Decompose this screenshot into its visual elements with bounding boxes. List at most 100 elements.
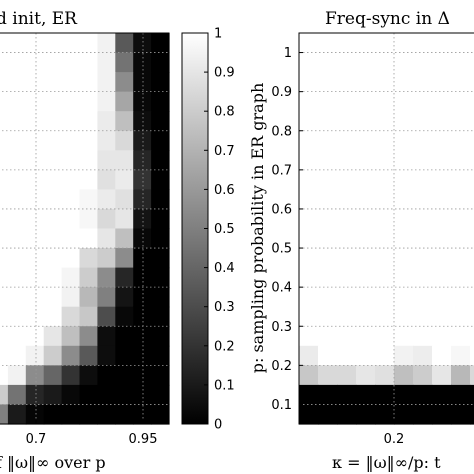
right-heatmap-cell bbox=[337, 208, 357, 230]
left-heatmap-cell bbox=[0, 345, 9, 366]
right-heatmap-cell bbox=[337, 287, 357, 308]
right-heatmap-cell bbox=[356, 306, 376, 327]
left-heatmap-cell bbox=[133, 169, 152, 190]
right-heatmap-cell bbox=[375, 72, 395, 93]
left-heatmap-cell bbox=[79, 384, 98, 406]
left-heatmap-cell bbox=[61, 404, 81, 425]
right-heatmap-cell bbox=[394, 228, 414, 249]
left-heatmap-cell bbox=[43, 248, 63, 269]
right-heatmap-cell bbox=[394, 404, 414, 425]
left-heatmap-cell bbox=[25, 384, 45, 406]
right-heatmap-cell bbox=[394, 111, 414, 132]
right-heatmap-cell bbox=[337, 267, 357, 288]
right-heatmap-cell bbox=[337, 189, 357, 210]
right-heatmap-cell bbox=[432, 72, 452, 93]
left-heatmap-cell bbox=[133, 287, 152, 308]
right-heatmap-cell bbox=[337, 404, 357, 425]
left-heatmap-cell bbox=[115, 287, 134, 308]
right-heatmap-cell bbox=[451, 287, 471, 308]
right-heatmap-cell bbox=[375, 228, 395, 249]
left-heatmap-cell bbox=[0, 72, 9, 93]
right-heatmap-cell bbox=[394, 365, 414, 386]
right-heatmap-cell bbox=[356, 150, 376, 171]
left-heatmap-cell bbox=[97, 189, 116, 210]
right-heatmap-cell bbox=[470, 91, 474, 112]
left-heatmap-cell bbox=[43, 306, 63, 327]
right-heatmap-cell bbox=[318, 326, 338, 347]
left-heatmap-cell bbox=[79, 52, 98, 73]
left-heatmap-cell bbox=[61, 267, 81, 288]
left-heatmap-cell bbox=[43, 228, 63, 249]
right-heatmap-cell bbox=[337, 384, 357, 406]
right-heatmap-cell bbox=[413, 267, 433, 288]
right-heatmap-cell bbox=[337, 326, 357, 347]
left-heatmap-cell bbox=[0, 365, 9, 386]
right-heatmap-cell bbox=[375, 130, 395, 151]
left-heatmap-cell bbox=[61, 248, 81, 269]
left-heatmap-cell bbox=[133, 306, 152, 327]
right-heatmap-cell bbox=[318, 130, 338, 151]
right-heatmap-cell bbox=[451, 91, 471, 112]
right-heatmap-cell bbox=[318, 248, 338, 269]
left-heatmap-cell bbox=[79, 306, 98, 327]
right-heatmap-cell bbox=[470, 150, 474, 171]
right-heatmap-cell bbox=[394, 267, 414, 288]
right-heatmap-cell bbox=[394, 208, 414, 230]
left-heatmap-cell bbox=[97, 33, 116, 54]
right-heatmap-cell bbox=[470, 169, 474, 190]
left-heatmap-cell bbox=[151, 326, 170, 347]
left-heatmap-cell bbox=[79, 189, 98, 210]
left-heatmap-cell bbox=[0, 150, 9, 171]
left-heatmap-cell bbox=[97, 248, 116, 269]
left-heatmap-cell bbox=[25, 91, 45, 112]
right-heatmap-cell bbox=[432, 345, 452, 366]
left-heatmap-cell bbox=[79, 72, 98, 93]
right-heatmap-cell bbox=[413, 111, 433, 132]
right-heatmap-cell bbox=[375, 169, 395, 190]
left-heatmap-cell bbox=[43, 111, 63, 132]
left-heatmap-cell bbox=[151, 91, 170, 112]
right-heatmap-cell bbox=[299, 287, 319, 308]
right-ytick-label: 0.8 bbox=[271, 124, 292, 139]
left-heatmap-cell bbox=[0, 91, 9, 112]
left-heatmap-cell bbox=[61, 326, 81, 347]
right-heatmap-cell bbox=[413, 287, 433, 308]
left-heatmap-cell bbox=[7, 365, 27, 386]
left-heatmap-cell bbox=[0, 52, 9, 73]
left-heatmap-cell bbox=[61, 228, 81, 249]
right-heatmap-cell bbox=[318, 72, 338, 93]
left-heatmap-cell bbox=[115, 150, 134, 171]
left-heatmap-cell bbox=[151, 150, 170, 171]
left-heatmap-cell bbox=[151, 228, 170, 249]
right-heatmap-cell bbox=[318, 150, 338, 171]
right-heatmap-cell bbox=[451, 384, 471, 406]
right-heatmap-cell bbox=[299, 248, 319, 269]
right-heatmap-cell bbox=[470, 267, 474, 288]
left-heatmap-cell bbox=[79, 91, 98, 112]
left-heatmap-cell bbox=[115, 306, 134, 327]
right-heatmap-cell bbox=[470, 287, 474, 308]
right-heatmap-cell bbox=[451, 189, 471, 210]
left-heatmap-cell bbox=[7, 404, 27, 425]
left-heatmap-cell bbox=[43, 52, 63, 73]
right-heatmap-cell bbox=[356, 111, 376, 132]
right-heatmap-cell bbox=[318, 345, 338, 366]
right-heatmap-cell bbox=[432, 130, 452, 151]
left-heatmap-cell bbox=[0, 267, 9, 288]
right-heatmap-cell bbox=[432, 248, 452, 269]
left-heatmap-cell bbox=[61, 111, 81, 132]
left-heatmap-cell bbox=[43, 345, 63, 366]
right-heatmap-cell bbox=[337, 228, 357, 249]
right-heatmap-cell bbox=[394, 52, 414, 73]
left-heatmap-cell bbox=[0, 384, 9, 406]
right-heatmap-cell bbox=[432, 228, 452, 249]
right-heatmap-cell bbox=[318, 189, 338, 210]
left-heatmap-cell bbox=[43, 189, 63, 210]
right-heatmap-cell bbox=[470, 189, 474, 210]
right-heatmap-cell bbox=[413, 326, 433, 347]
right-heatmap-cell bbox=[451, 345, 471, 366]
left-heatmap-cell bbox=[43, 404, 63, 425]
left-heatmap-cell bbox=[25, 248, 45, 269]
left-heatmap-cell bbox=[0, 169, 9, 190]
left-xlabel: f ‖ω‖∞ over p bbox=[0, 453, 106, 472]
